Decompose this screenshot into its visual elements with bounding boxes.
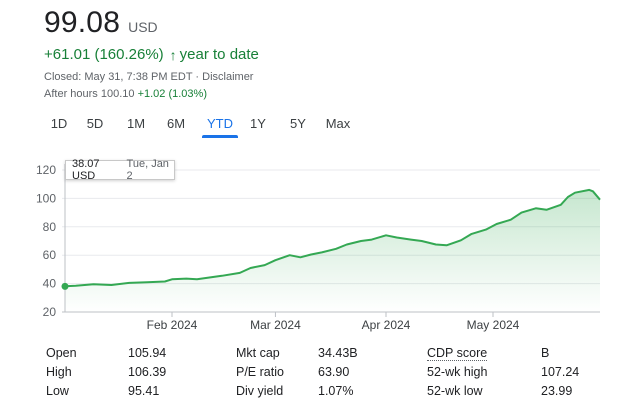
x-tick-label: Mar 2024 xyxy=(250,318,301,332)
range-tab-1m[interactable]: 1M xyxy=(126,116,146,131)
stats-row: Open 105.94 Mkt cap 34.43B CDP score B xyxy=(0,346,640,364)
after-hours-info: After hours 100.10 +1.02 (1.03%) xyxy=(44,88,207,100)
stat-label-52-wk-low: 52-wk low xyxy=(427,384,483,398)
stat-value-div-yield: 1.07% xyxy=(318,384,354,398)
arrow-up-icon: ↑ xyxy=(169,46,177,63)
y-tick-label: 100 xyxy=(36,191,56,205)
price-area xyxy=(65,189,600,312)
y-tick-label: 120 xyxy=(36,163,56,177)
stat-value-p-e-ratio: 63.90 xyxy=(318,365,350,379)
stat-value-52-wk-high: 107.24 xyxy=(541,365,580,379)
stat-label-open: Open xyxy=(46,346,77,360)
stat-value-open: 105.94 xyxy=(128,346,167,360)
chart-tooltip: 38.07 USD Tue, Jan 2 xyxy=(65,158,175,182)
quote-header: 99.08 USD xyxy=(44,6,158,40)
y-tick-label: 40 xyxy=(43,277,57,291)
ytd-change: +61.01 (160.26%) ↑ year to date xyxy=(44,46,259,63)
tooltip-date: Tue, Jan 2 xyxy=(126,158,169,182)
y-tick-label: 20 xyxy=(43,305,57,319)
stat-value-mkt-cap: 34.43B xyxy=(318,346,358,360)
stat-label-52-wk-high: 52-wk high xyxy=(427,365,488,379)
stat-label-mkt-cap: Mkt cap xyxy=(236,346,280,360)
stat-value-low: 95.41 xyxy=(128,384,160,398)
stats-row: Low 95.41 Div yield 1.07% 52-wk low 23.99 xyxy=(0,384,640,402)
tooltip-price: 38.07 USD xyxy=(72,158,100,182)
change-period: year to date xyxy=(179,46,259,63)
range-tab-5y[interactable]: 5Y xyxy=(290,116,306,131)
range-tab-1y[interactable]: 1Y xyxy=(250,116,266,131)
stat-label-div-yield: Div yield xyxy=(236,384,284,398)
y-tick-label: 80 xyxy=(43,220,57,234)
price-chart[interactable]: 120 100 80 60 40 20 Feb 2024 Mar 2024 Apr 2024 Ma… xyxy=(0,150,640,340)
stat-value-high: 106.39 xyxy=(128,365,167,379)
stat-label-low: Low xyxy=(46,384,69,398)
stat-value-cdp-score: B xyxy=(541,346,550,360)
range-tab-6m[interactable]: 6M xyxy=(166,116,186,131)
range-tab-max[interactable]: Max xyxy=(325,116,351,131)
change-value: +61.01 (160.26%) xyxy=(44,46,164,63)
stat-label-high: High xyxy=(46,365,72,379)
x-tick-label: Feb 2024 xyxy=(147,318,198,332)
currency-label: USD xyxy=(128,19,158,35)
stat-label-p-e-ratio: P/E ratio xyxy=(236,365,284,379)
x-tick-label: May 2024 xyxy=(467,318,520,332)
closed-info: Closed: May 31, 7:38 PM EDT · Disclaimer xyxy=(44,71,254,83)
after-hours-change: +1.02 (1.03%) xyxy=(137,88,207,100)
price-line xyxy=(64,188,601,288)
current-price: 99.08 xyxy=(44,6,121,39)
after-hours-label: After hours 100.10 xyxy=(44,88,135,100)
range-tab-ytd[interactable]: YTD xyxy=(202,114,238,138)
y-tick-label: 60 xyxy=(43,248,57,262)
hover-point xyxy=(61,282,69,290)
range-tab-5d[interactable]: 5D xyxy=(86,116,104,131)
range-selector: 1D 5D 1M 6M YTD 1Y 5Y Max xyxy=(44,114,358,138)
stats-row: High 106.39 P/E ratio 63.90 52-wk high 107.24 xyxy=(0,365,640,383)
stat-value-52-wk-low: 23.99 xyxy=(541,384,573,398)
x-tick-label: Apr 2024 xyxy=(362,318,411,332)
range-tab-1d[interactable]: 1D xyxy=(50,116,68,131)
stat-label-cdp-score[interactable]: CDP score xyxy=(427,346,488,361)
